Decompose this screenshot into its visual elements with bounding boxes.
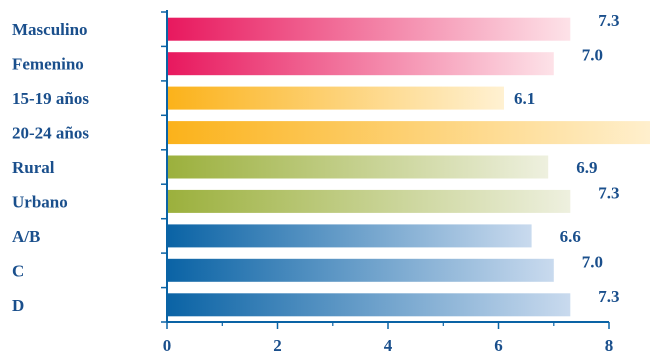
axes: 0 2 4 6 8 [161,10,613,354]
category-label-urbano: Urbano [12,192,68,211]
category-label-d: D [12,296,24,315]
value-label-femenino: 7.0 [582,46,603,65]
value-label-urbano: 7.3 [598,183,619,202]
bar-a-b [167,224,532,248]
category-label-masculino: Masculino [12,20,88,39]
value-label-rural: 6.9 [576,158,597,177]
category-label-a-b: A/B [12,227,40,246]
bars-layer [167,17,650,317]
bar-d [167,293,571,317]
x-tick-label: 6 [494,336,503,354]
bar-15-19-anos [167,86,504,110]
value-label-c: 7.0 [582,252,603,271]
value-label-15-19-anos: 6.1 [514,89,535,108]
x-tick-label: 2 [273,336,282,354]
category-label-rural: Rural [12,158,55,177]
bar-urbano [167,189,571,213]
bar-c [167,258,554,282]
category-label-c: C [12,261,24,280]
x-tick-label: 4 [384,336,393,354]
x-tick-label: 8 [605,336,614,354]
category-labels: Masculino Femenino 15-19 años 20-24 años Rur… [12,20,89,315]
bar-rural [167,155,549,179]
x-tick-label: 0 [163,336,172,354]
value-labels: 7.37.06.19.06.97.36.67.07.3 [514,11,620,306]
category-label-20-24-anos: 20-24 años [12,124,89,143]
bar-femenino [167,52,554,76]
bar-masculino [167,17,571,41]
category-label-femenino: Femenino [12,55,84,74]
value-label-masculino: 7.3 [598,11,619,30]
value-label-d: 7.3 [598,287,619,306]
bar-20-24-anos [167,121,650,145]
value-label-a-b: 6.6 [560,227,581,246]
category-label-15-19-anos: 15-19 años [12,89,89,108]
